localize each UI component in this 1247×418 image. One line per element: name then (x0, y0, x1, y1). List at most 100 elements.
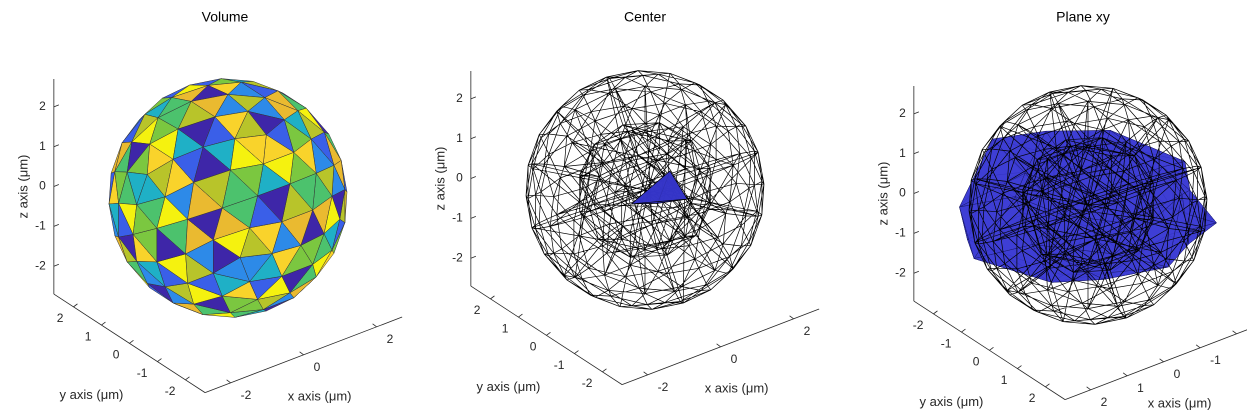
x-tick-label: 2 (387, 332, 394, 346)
x-tick (644, 372, 648, 375)
z-tick-label: -1 (895, 226, 906, 240)
y-tick-label: 2 (57, 311, 64, 325)
z-tick (54, 145, 59, 147)
y-tick-label: 1 (502, 321, 509, 335)
z-tick (471, 216, 476, 218)
y-tick-label: 1 (1001, 373, 1008, 387)
z-tick (914, 192, 919, 194)
y-tick-label: -2 (165, 384, 176, 398)
x-tick-label: 2 (1101, 395, 1108, 409)
z-tick (54, 185, 59, 187)
z-tick-label: 0 (899, 186, 906, 200)
z-tick-label: -2 (452, 250, 463, 264)
y-tick (73, 304, 77, 307)
x-tick (790, 316, 794, 319)
y-tick (933, 311, 937, 314)
y-tick-label: 2 (474, 303, 481, 317)
z-tick (914, 271, 919, 273)
y-tick (185, 377, 189, 380)
z-tick-label: -1 (452, 211, 463, 225)
x-tick-label: 0 (314, 360, 321, 374)
wireframe (526, 71, 764, 310)
x-tick-label: 2 (804, 324, 811, 338)
y-tick-label: -1 (941, 336, 952, 350)
y-tick (1017, 366, 1021, 369)
y-tick (518, 314, 522, 317)
y-tick (101, 322, 105, 325)
y-tick (574, 351, 578, 354)
x-tick-label: 0 (1174, 367, 1181, 381)
x-tick-label: -2 (658, 380, 669, 394)
z-tick-label: 2 (899, 106, 906, 120)
y-tick (490, 296, 494, 299)
y-tick (1045, 384, 1049, 387)
z-tick-label: -2 (895, 265, 906, 279)
z-tick-label: 2 (39, 99, 46, 113)
z-tick-label: -2 (35, 258, 46, 272)
x-tick (373, 324, 377, 327)
x-tick-label: 0 (731, 352, 738, 366)
y-tick (546, 332, 550, 335)
y-tick (157, 359, 161, 362)
y-axis-label: y axis (μm) (477, 379, 541, 394)
y-tick-label: -1 (137, 366, 148, 380)
x-axis-label: x axis (μm) (1148, 395, 1212, 410)
y-tick-label: -2 (913, 318, 924, 332)
y-tick (602, 369, 606, 372)
y-tick (989, 347, 993, 350)
z-tick-label: -1 (35, 219, 46, 233)
y-tick-label: 0 (973, 355, 980, 369)
x-tick (1123, 373, 1127, 376)
panel: Volume -2 -1 0 1 2 -2 -1 0 1 2 -2 0 2 z axis (μm) y axi… (15, 9, 402, 404)
z-tick (471, 137, 476, 139)
y-tick-label: 0 (530, 340, 537, 354)
z-tick-label: 1 (456, 131, 463, 145)
y-tick-label: -2 (582, 376, 593, 390)
z-axis-label: z axis (μm) (432, 147, 447, 211)
mesh-face (345, 189, 347, 222)
x-tick-label: -1 (1210, 353, 1221, 367)
panel-title: Plane xy (1056, 9, 1110, 25)
y-tick (129, 340, 133, 343)
x-tick-label: 1 (1137, 381, 1144, 395)
z-tick-label: 0 (39, 179, 46, 193)
x-tick (227, 380, 231, 383)
x-tick (717, 344, 721, 347)
z-tick-label: 1 (39, 139, 46, 153)
z-tick (471, 256, 476, 258)
x-axis-label: x axis (μm) (288, 388, 352, 403)
z-tick (914, 231, 919, 233)
z-tick (471, 177, 476, 179)
z-axis-label: z axis (μm) (15, 155, 30, 219)
y-tick-label: 1 (85, 329, 92, 343)
z-axis-label: z axis (μm) (875, 162, 890, 226)
z-tick (54, 224, 59, 226)
x-tick (300, 352, 304, 355)
x-tick (1160, 359, 1164, 362)
z-tick (54, 264, 59, 266)
z-tick-label: 1 (899, 146, 906, 160)
x-tick (1233, 331, 1237, 334)
z-tick-label: 0 (456, 171, 463, 185)
y-tick-label: 0 (113, 348, 120, 362)
figure: Volume -2 -1 0 1 2 -2 -1 0 1 2 -2 0 2 z axis (μm) y axi… (0, 0, 1247, 418)
z-tick (471, 97, 476, 99)
panel-title: Center (624, 9, 666, 25)
y-axis-label: y axis (μm) (920, 394, 984, 409)
z-tick (914, 152, 919, 154)
z-tick-label: 2 (456, 91, 463, 105)
x-tick-label: -2 (241, 388, 252, 402)
x-tick (1196, 345, 1200, 348)
z-tick (54, 105, 59, 107)
y-tick (961, 329, 965, 332)
mesh-face (109, 203, 119, 237)
z-tick (914, 112, 919, 114)
x-axis-label: x axis (μm) (705, 380, 769, 395)
panel: Center -2 -1 0 1 2 -2 -1 0 1 2 -2 0 2 z axis (μm) y axi… (432, 9, 819, 396)
y-axis-label: y axis (μm) (60, 387, 124, 402)
panel-title: Volume (202, 9, 249, 25)
x-tick (1087, 387, 1091, 390)
y-tick-label: -1 (554, 358, 565, 372)
y-tick-label: 2 (1029, 391, 1036, 405)
